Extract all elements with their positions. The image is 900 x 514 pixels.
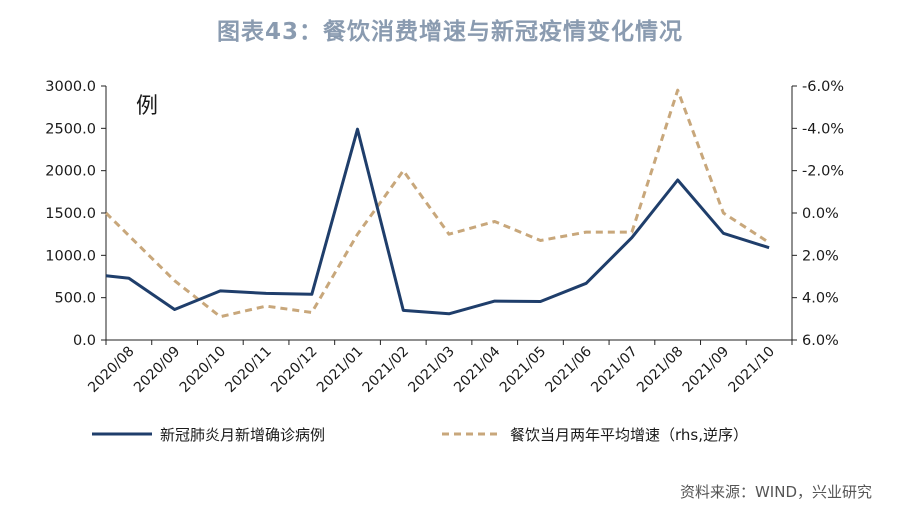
right-tick-label: -4.0% [802, 121, 844, 137]
series-line-dining [104, 88, 770, 319]
chart-title: 图表43：餐饮消费增速与新冠疫情变化情况 [216, 19, 683, 45]
x-tick-label: 2021/05 [497, 344, 549, 396]
corner-label: 例 [136, 94, 158, 119]
legend-label-cases: 新冠肺炎月新增确诊病例 [160, 426, 325, 444]
x-tick-label: 2021/06 [543, 343, 596, 396]
left-tick-label: 2500.0 [45, 121, 96, 137]
source-note: 资料来源：WIND，兴业研究 [679, 483, 872, 501]
left-tick-label: 1500.0 [45, 206, 96, 222]
x-tick-label: 2021/04 [451, 343, 504, 396]
left-tick-label: 0.0 [73, 333, 96, 349]
x-tick-label: 2020/12 [268, 344, 320, 396]
x-axis: 2020/082020/092020/102020/112020/122021/… [85, 339, 793, 396]
left-axis: 0.0 500.0 1000.0 1500.0 2000.0 2500.0 3000.0 [45, 79, 107, 349]
legend: 新冠肺炎月新增确诊病例 餐饮当月两年平均增速（rhs,逆序） [92, 426, 748, 444]
x-tick-label: 2021/08 [634, 344, 686, 396]
x-tick-label: 2021/03 [405, 344, 457, 396]
x-tick-label: 2021/01 [314, 344, 366, 396]
right-axis: 6.0% 4.0% 2.0% 0.0% -2.0% -4.0% -6.0% [791, 79, 844, 349]
right-tick-label: 2.0% [802, 248, 839, 264]
x-tick-label: 2021/10 [726, 344, 778, 396]
right-tick-label: 4.0% [802, 291, 839, 307]
left-tick-label: 3000.0 [45, 79, 96, 95]
left-tick-label: 1000.0 [45, 248, 96, 264]
x-tick-label: 2021/02 [360, 344, 412, 396]
x-tick-label: 2021/09 [680, 344, 732, 396]
series-line-cases [105, 127, 770, 316]
x-tick-label: 2020/08 [85, 344, 137, 396]
x-tick-label: 2020/09 [131, 344, 183, 396]
x-tick-label: 2020/10 [177, 344, 229, 396]
plot-lines [104, 88, 770, 319]
right-tick-label: 0.0% [802, 206, 839, 222]
right-tick-label: -6.0% [802, 79, 844, 95]
legend-label-dining: 餐饮当月两年平均增速（rhs,逆序） [510, 426, 748, 444]
right-tick-label: -2.0% [802, 164, 844, 180]
x-tick-label: 2020/11 [222, 344, 274, 396]
right-tick-label: 6.0% [802, 333, 839, 349]
left-tick-label: 500.0 [54, 291, 96, 307]
left-tick-label: 2000.0 [45, 164, 96, 180]
x-tick-label: 2021/07 [588, 344, 640, 396]
